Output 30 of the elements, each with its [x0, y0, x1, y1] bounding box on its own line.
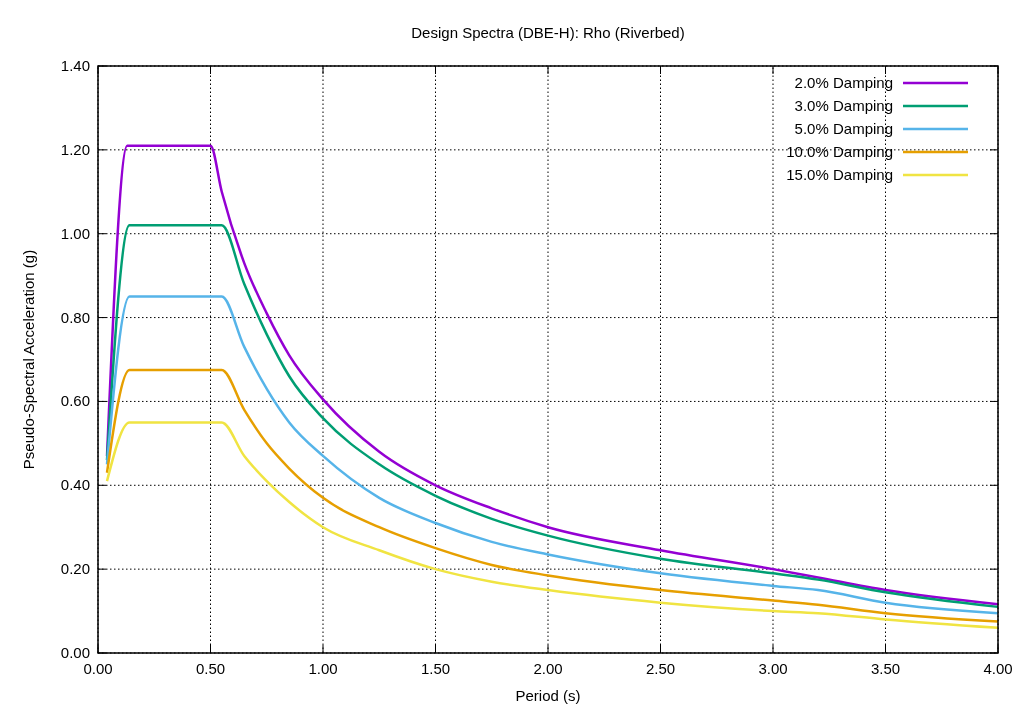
line-series	[105, 224, 1000, 609]
x-axis-title: Period (s)	[515, 687, 581, 704]
y-tick-label: 1.20	[60, 140, 90, 158]
y-tick-label: 1.40	[60, 57, 90, 74]
chart-title: Design Spectra (DBE-H): Rho (Riverbed)	[411, 24, 685, 41]
x-tick-label: 3.50	[870, 660, 901, 677]
y-axis-title: Pseudo-Spectral Acceleration (g)	[20, 249, 37, 470]
line-series	[105, 295, 1000, 615]
x-tick-label: 0.50	[195, 660, 226, 677]
y-tick-label: 0.40	[60, 476, 90, 494]
legend-label: 3.0% Damping	[794, 97, 893, 114]
x-tick-label: 2.50	[645, 660, 676, 677]
x-tick-label: 0.00	[83, 660, 113, 677]
y-tick-label: 1.00	[60, 224, 90, 242]
y-tick-label: 0.00	[60, 644, 90, 661]
x-tick-label: 3.00	[758, 660, 788, 677]
x-tick-label: 4.00	[983, 660, 1013, 677]
line-series	[105, 421, 1000, 630]
legend-label: 2.0% Damping	[794, 74, 893, 91]
y-tick-label: 0.80	[60, 308, 90, 326]
y-tick-label: 0.60	[60, 392, 90, 410]
x-tick-label: 1.00	[308, 660, 338, 677]
y-tick-label: 0.20	[60, 560, 90, 578]
x-tick-label: 1.50	[420, 660, 451, 677]
legend-label: 5.0% Damping	[794, 120, 893, 137]
legend-label: 10.0% Damping	[786, 143, 893, 160]
line-series	[105, 368, 1000, 623]
x-tick-label: 2.00	[533, 660, 563, 677]
line-series	[105, 144, 1000, 606]
legend-label: 15.0% Damping	[786, 166, 893, 183]
